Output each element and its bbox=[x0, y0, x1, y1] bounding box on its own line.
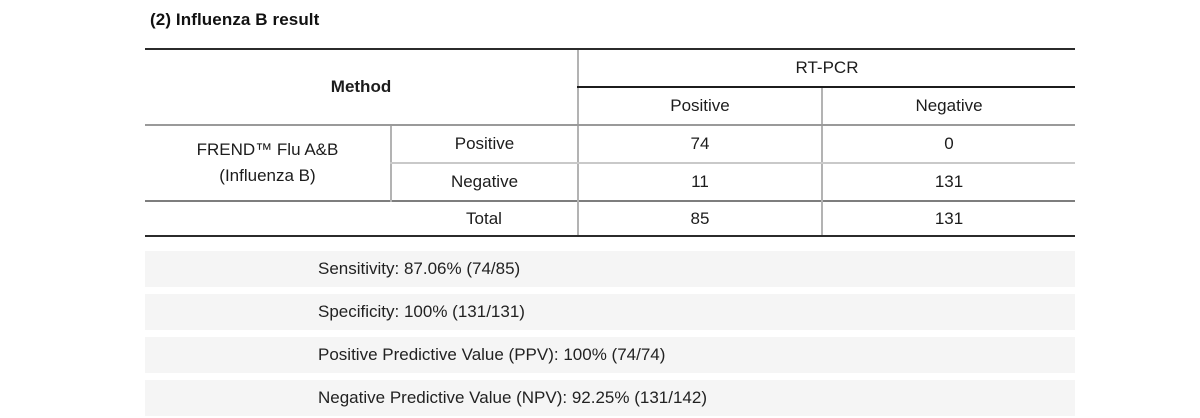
device-name-cell: FREND™ Flu A&B (Influenza B) bbox=[145, 125, 391, 201]
value-total-pcrpos: 85 bbox=[577, 200, 822, 237]
influenza-b-results-table: Method RT-PCR Positive Negative FREND™ F… bbox=[145, 48, 1076, 237]
npv-text: Negative Predictive Value (NPV): 92.25% … bbox=[318, 388, 707, 407]
total-row-label: Total bbox=[391, 200, 578, 237]
table-row-frend-negative: Negative 11 131 bbox=[145, 163, 1076, 201]
frend-negative-row-label: Negative bbox=[390, 163, 578, 201]
total-spacer-cell bbox=[145, 200, 391, 237]
value-frendneg-pcrpos: 11 bbox=[577, 163, 822, 201]
method-header-cell: Method bbox=[145, 48, 578, 126]
device-name-line1: FREND™ Flu A&B bbox=[196, 140, 339, 159]
specificity-text: Specificity: 100% (131/131) bbox=[318, 302, 525, 321]
rtpcr-negative-column-header: Negative bbox=[820, 87, 1076, 126]
influenza-b-result-section: (2) Influenza B result Method RT-PCR Pos… bbox=[0, 10, 1200, 418]
rtpcr-header-cell: RT-PCR bbox=[576, 48, 1076, 88]
table-row-total: Total 85 131 bbox=[145, 200, 1076, 237]
stat-row-npv: Negative Predictive Value (NPV): 92.25% … bbox=[145, 380, 1075, 416]
section-title: (2) Influenza B result bbox=[150, 10, 320, 29]
stat-row-specificity: Specificity: 100% (131/131) bbox=[145, 294, 1075, 330]
stat-row-ppv: Positive Predictive Value (PPV): 100% (7… bbox=[145, 337, 1075, 373]
rtpcr-positive-column-header: Positive bbox=[577, 87, 822, 126]
stat-row-sensitivity: Sensitivity: 87.06% (74/85) bbox=[145, 251, 1075, 287]
value-total-pcrneg: 131 bbox=[820, 200, 1076, 237]
value-frendpos-pcrneg: 0 bbox=[820, 125, 1076, 164]
frend-positive-row-label: Positive bbox=[390, 125, 578, 164]
ppv-text: Positive Predictive Value (PPV): 100% (7… bbox=[318, 345, 666, 364]
header-row-2: Positive Negative bbox=[145, 87, 1076, 126]
sensitivity-text: Sensitivity: 87.06% (74/85) bbox=[318, 259, 521, 278]
device-name-line2: (Influenza B) bbox=[219, 166, 316, 185]
header-row-1: Method RT-PCR bbox=[145, 48, 1076, 126]
value-frendpos-pcrpos: 74 bbox=[577, 125, 822, 164]
statistics-list: Sensitivity: 87.06% (74/85) Specificity:… bbox=[145, 251, 1075, 416]
table-row-frend-positive: FREND™ Flu A&B (Influenza B) Positive 74… bbox=[145, 125, 1076, 201]
value-frendneg-pcrneg: 131 bbox=[820, 163, 1076, 201]
